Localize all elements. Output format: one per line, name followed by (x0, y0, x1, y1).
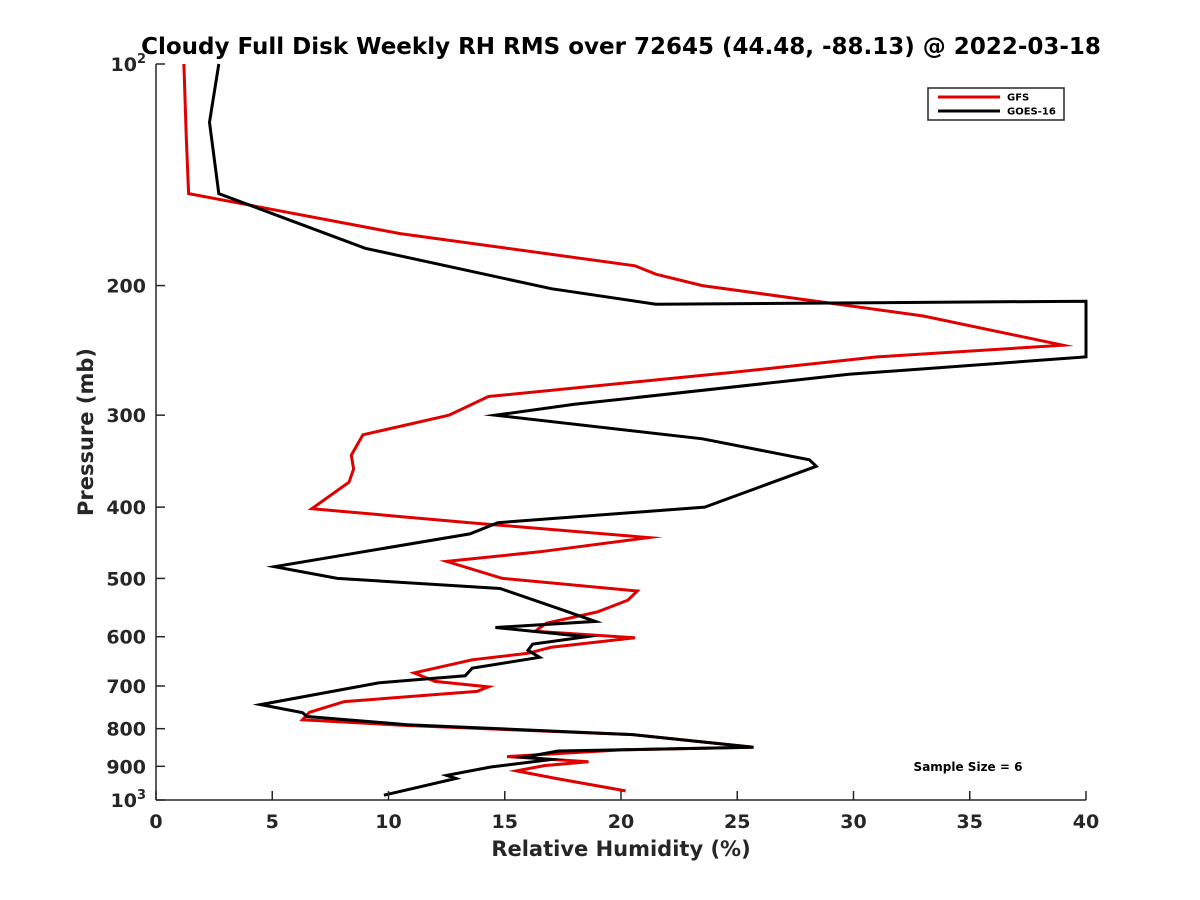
series-line-goes-16 (207, 63, 1088, 797)
x-tick-label: 30 (840, 811, 866, 833)
y-tick-label: 400 (106, 497, 146, 519)
legend-entry-label: GOES-16 (1007, 107, 1056, 118)
y-tick-label: 200 (106, 276, 146, 298)
y-tick-label: 900 (106, 756, 146, 778)
x-tick-label: 10 (375, 811, 401, 833)
legend: GFS GOES-16 (927, 87, 1065, 121)
x-tick-label: 35 (957, 811, 983, 833)
y-axis-label: Pressure (mb) (74, 348, 98, 516)
x-tick-label: 20 (608, 811, 634, 833)
y-ticks: 102 200 300 400 500 600 700 800 900 103 (106, 52, 165, 812)
x-tick-label: 0 (149, 811, 162, 833)
y-tick-label: 102 (111, 52, 147, 76)
chart-title: Cloudy Full Disk Weekly RH RMS over 7264… (141, 34, 1101, 60)
x-tick-label: 5 (266, 811, 279, 833)
y-tick-label: 600 (106, 627, 146, 649)
sample-size-annotation: Sample Size = 6 (914, 760, 1023, 774)
y-tick-label: 800 (106, 719, 146, 741)
x-tick-label: 15 (492, 811, 518, 833)
y-tick-label: 500 (106, 568, 146, 590)
x-tick-label: 25 (724, 811, 750, 833)
y-tick-label: 300 (106, 405, 146, 427)
y-tick-label: 700 (106, 676, 146, 698)
x-tick-label: 40 (1073, 811, 1099, 833)
series-layer (182, 63, 1088, 797)
x-axis-label: Relative Humidity (%) (491, 837, 750, 861)
legend-box (927, 87, 1065, 121)
y-tick-label: 103 (111, 788, 147, 812)
x-ticks: 0 5 10 15 20 25 30 35 40 (149, 791, 1099, 833)
legend-entry-label: GFS (1007, 93, 1029, 104)
plot-area (156, 64, 1086, 800)
